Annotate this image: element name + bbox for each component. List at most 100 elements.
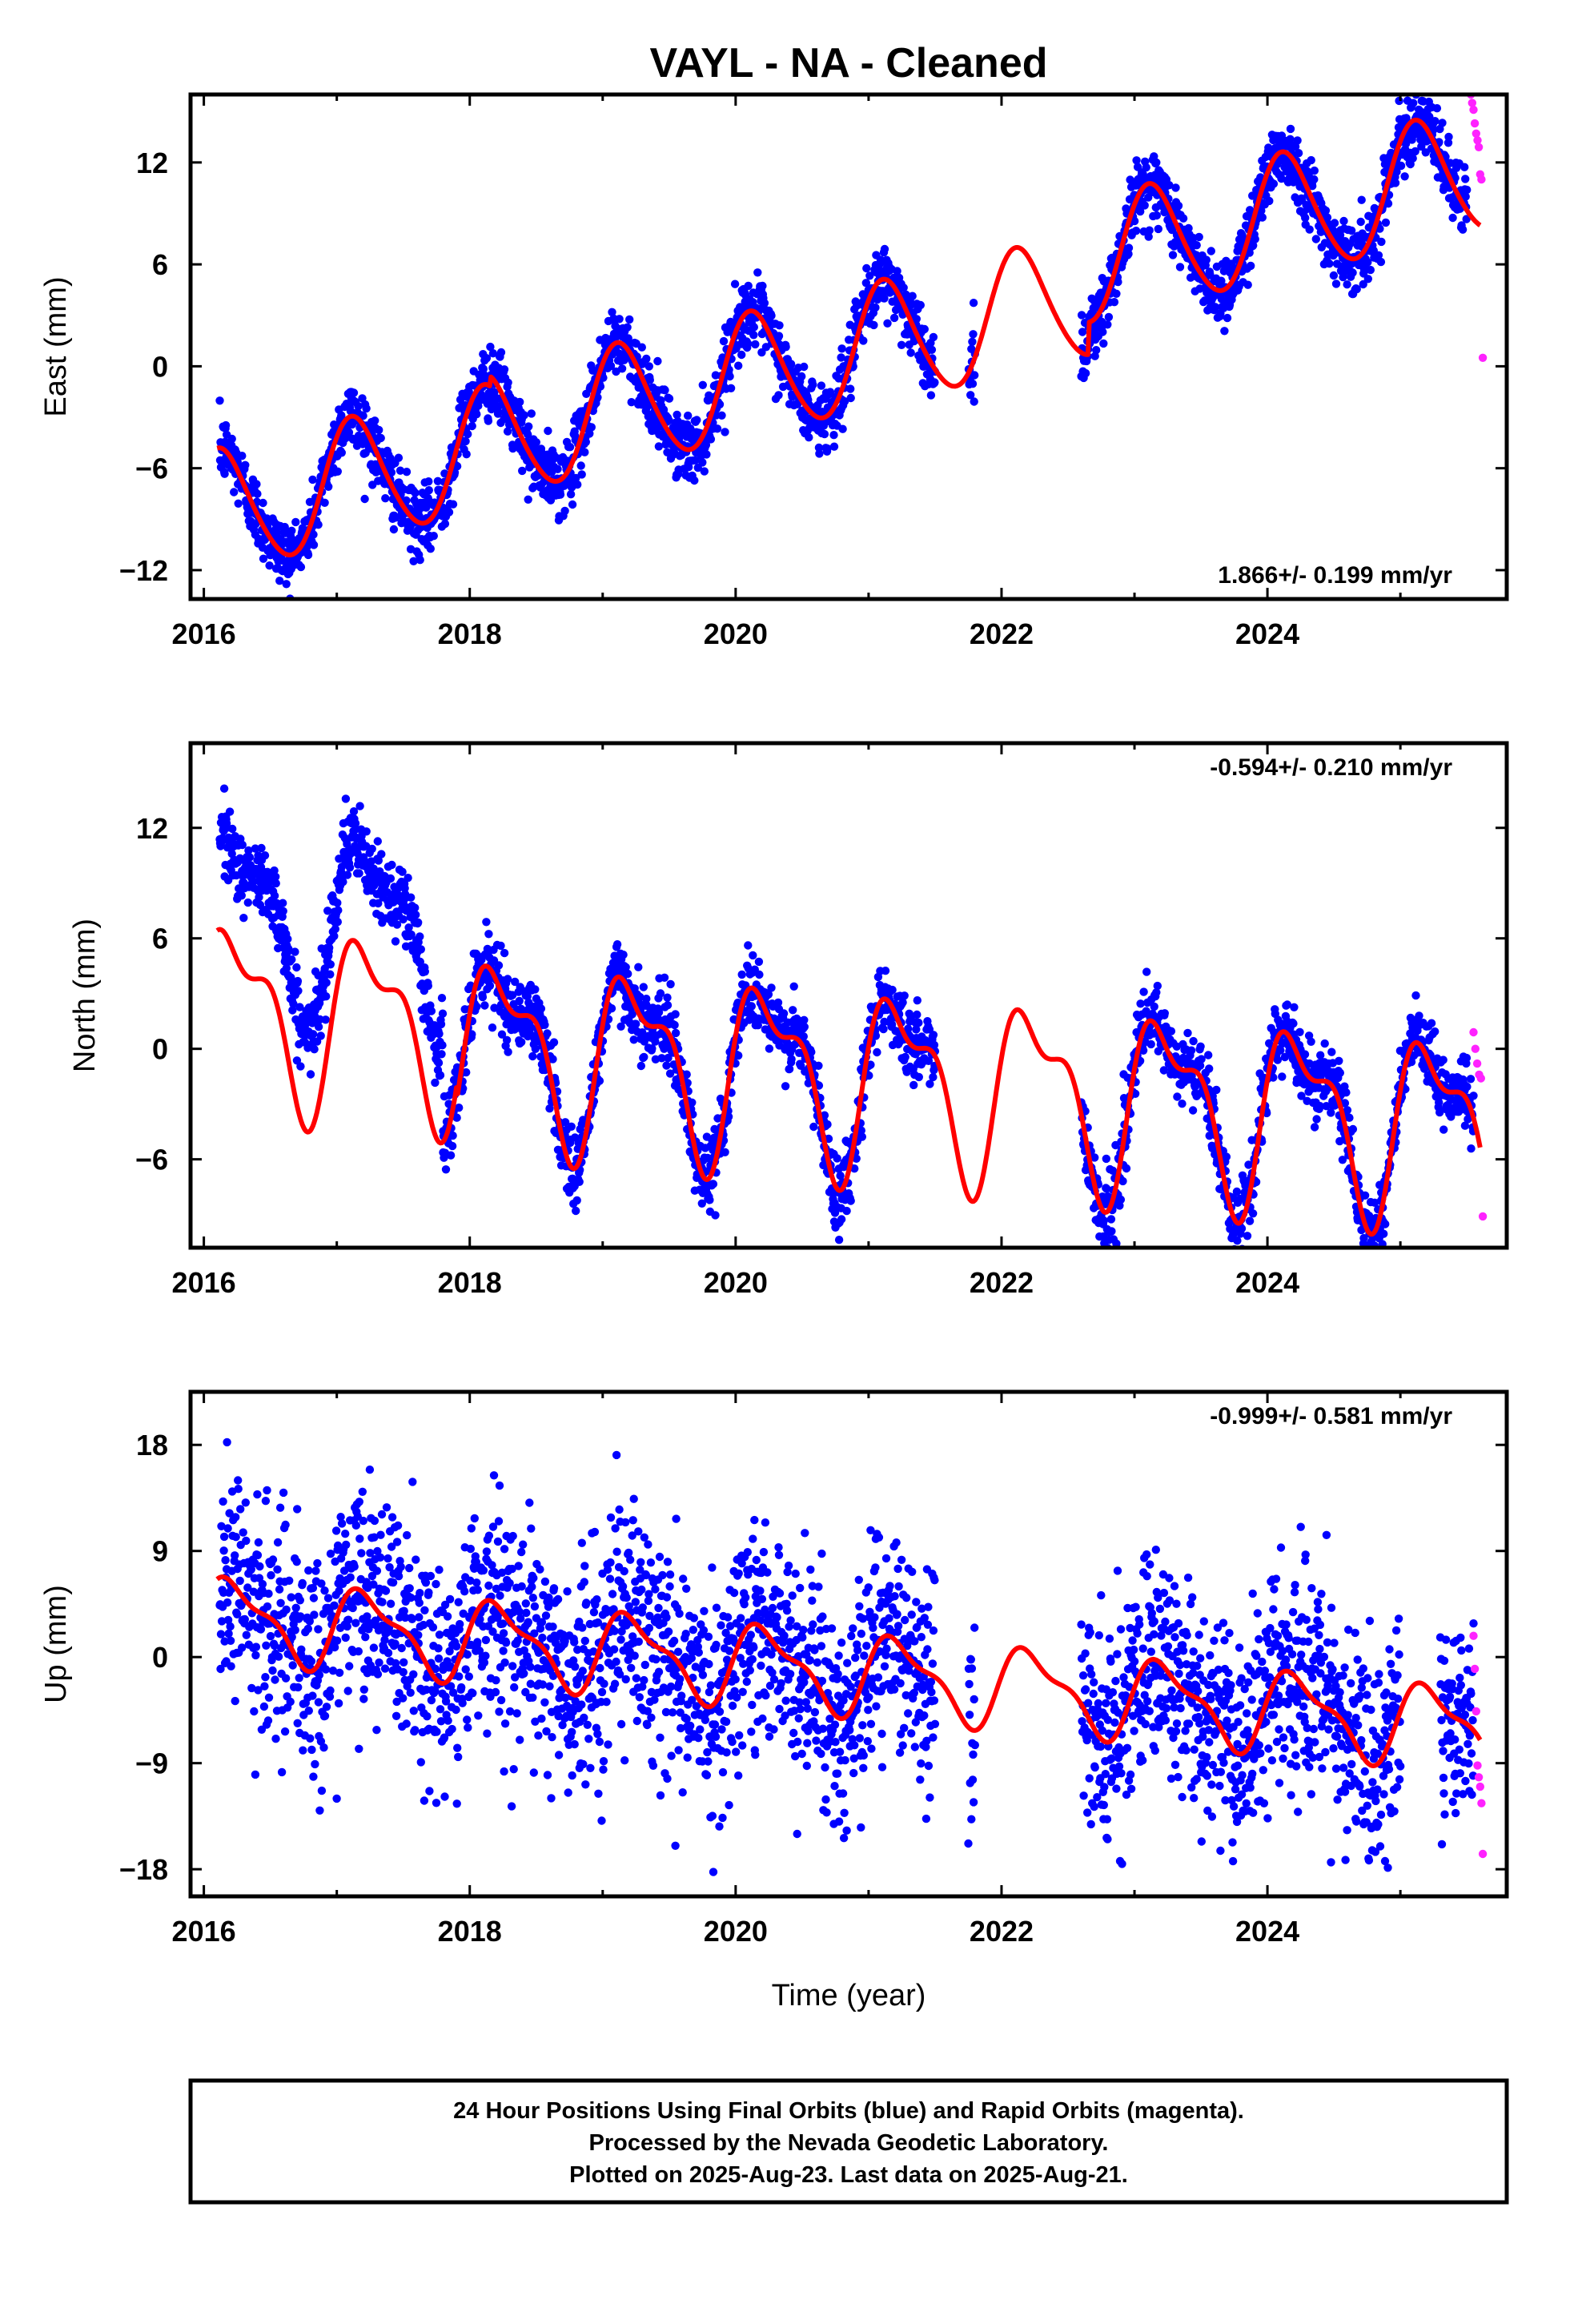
final-orbit-point <box>440 519 450 529</box>
plot-area <box>215 784 1488 1248</box>
final-orbit-point <box>883 319 892 328</box>
final-orbit-point <box>1310 166 1319 175</box>
final-orbit-point <box>1168 251 1178 259</box>
final-orbit-point <box>333 467 342 476</box>
rapid-orbit-point <box>1473 136 1482 145</box>
final-orbit-point <box>627 398 636 407</box>
final-orbit-point <box>846 393 855 403</box>
final-orbit-point <box>496 348 506 357</box>
final-orbit-point <box>1431 117 1439 126</box>
final-orbit-point <box>1174 201 1183 211</box>
final-orbit-point <box>424 486 433 495</box>
final-orbit-point <box>906 348 915 357</box>
final-orbit-point <box>291 947 299 956</box>
final-orbit-point <box>391 937 400 946</box>
final-orbit-point <box>797 372 806 381</box>
final-orbit-point <box>1220 327 1229 336</box>
final-orbit-point <box>1140 201 1149 210</box>
final-orbit-point <box>429 532 438 541</box>
rapid-orbit-point <box>1470 119 1480 128</box>
final-orbit-point <box>1153 981 1162 991</box>
final-orbit-point <box>416 932 424 941</box>
final-orbit-point <box>1460 163 1469 171</box>
final-orbit-point <box>472 410 481 419</box>
final-orbit-point <box>1186 1046 1196 1055</box>
final-orbit-point <box>359 412 367 420</box>
final-orbit-point <box>1443 139 1453 147</box>
final-orbit-point <box>355 869 363 878</box>
final-orbit-point <box>702 450 711 459</box>
final-orbit-point <box>325 943 334 952</box>
final-orbit-point <box>1402 114 1411 123</box>
final-orbit-point <box>912 315 921 324</box>
final-orbit-point <box>367 844 376 854</box>
final-orbit-point <box>306 1070 315 1079</box>
final-orbit-point <box>684 411 693 420</box>
final-orbit-point <box>549 1038 559 1047</box>
final-orbit-point <box>1374 251 1383 259</box>
final-orbit-point <box>717 411 726 420</box>
final-orbit-point <box>920 324 930 334</box>
final-orbit-point <box>929 332 938 342</box>
final-orbit-point <box>355 802 364 810</box>
rapid-orbit-point <box>1472 129 1481 138</box>
final-orbit-point <box>230 488 239 497</box>
final-orbit-point <box>1243 280 1252 289</box>
final-orbit-point <box>275 577 284 585</box>
final-orbit-point <box>1294 149 1303 158</box>
final-orbit-point <box>1395 96 1403 106</box>
final-orbit-point <box>402 468 412 476</box>
final-orbit-point <box>1348 268 1357 277</box>
final-orbit-point <box>265 561 274 570</box>
final-orbit-point <box>1409 99 1418 107</box>
final-orbit-point <box>331 924 339 934</box>
final-orbit-point <box>693 416 701 424</box>
final-orbit-point <box>577 470 586 479</box>
final-orbit-point <box>1325 259 1334 268</box>
final-orbit-point <box>234 499 243 508</box>
final-orbit-point <box>814 443 824 452</box>
final-orbit-point <box>308 475 317 485</box>
final-orbit-point <box>838 424 847 433</box>
final-orbit-point <box>1438 119 1447 127</box>
final-orbit-point <box>889 313 899 323</box>
final-orbit-point <box>424 477 433 486</box>
final-orbit-point <box>524 430 532 439</box>
final-orbit-point <box>383 888 392 897</box>
final-orbit-point <box>1321 206 1331 215</box>
final-orbit-point <box>292 963 301 972</box>
final-orbit-point <box>859 336 868 345</box>
final-orbit-point <box>333 918 342 927</box>
final-orbit-point <box>599 373 608 382</box>
final-orbit-point <box>749 323 758 332</box>
x-tick-label: 2016 <box>172 617 236 650</box>
final-orbit-point <box>572 1206 580 1216</box>
final-orbit-point <box>1381 218 1391 227</box>
final-orbit-point <box>1396 161 1406 171</box>
final-orbit-point <box>1152 211 1162 220</box>
final-orbit-point <box>244 846 253 855</box>
final-orbit-point <box>1166 1027 1176 1035</box>
final-orbit-point <box>412 911 420 919</box>
final-orbit-point <box>255 893 263 902</box>
final-orbit-point <box>1112 289 1121 298</box>
final-orbit-point <box>387 860 396 870</box>
final-orbit-point <box>970 371 979 380</box>
final-orbit-point <box>438 1009 448 1018</box>
final-orbit-point <box>789 982 798 991</box>
final-orbit-point <box>1356 217 1365 227</box>
final-orbit-point <box>901 1052 909 1062</box>
final-orbit-point <box>474 401 483 410</box>
final-orbit-point <box>823 1120 832 1129</box>
final-orbit-point <box>238 840 247 850</box>
final-orbit-point <box>665 394 674 403</box>
final-orbit-point <box>461 436 470 446</box>
final-orbit-point <box>926 391 936 400</box>
final-orbit-point <box>354 402 363 411</box>
final-orbit-point <box>1078 328 1087 336</box>
final-orbit-point <box>734 361 743 370</box>
final-orbit-point <box>287 955 296 964</box>
final-orbit-point <box>840 397 849 406</box>
